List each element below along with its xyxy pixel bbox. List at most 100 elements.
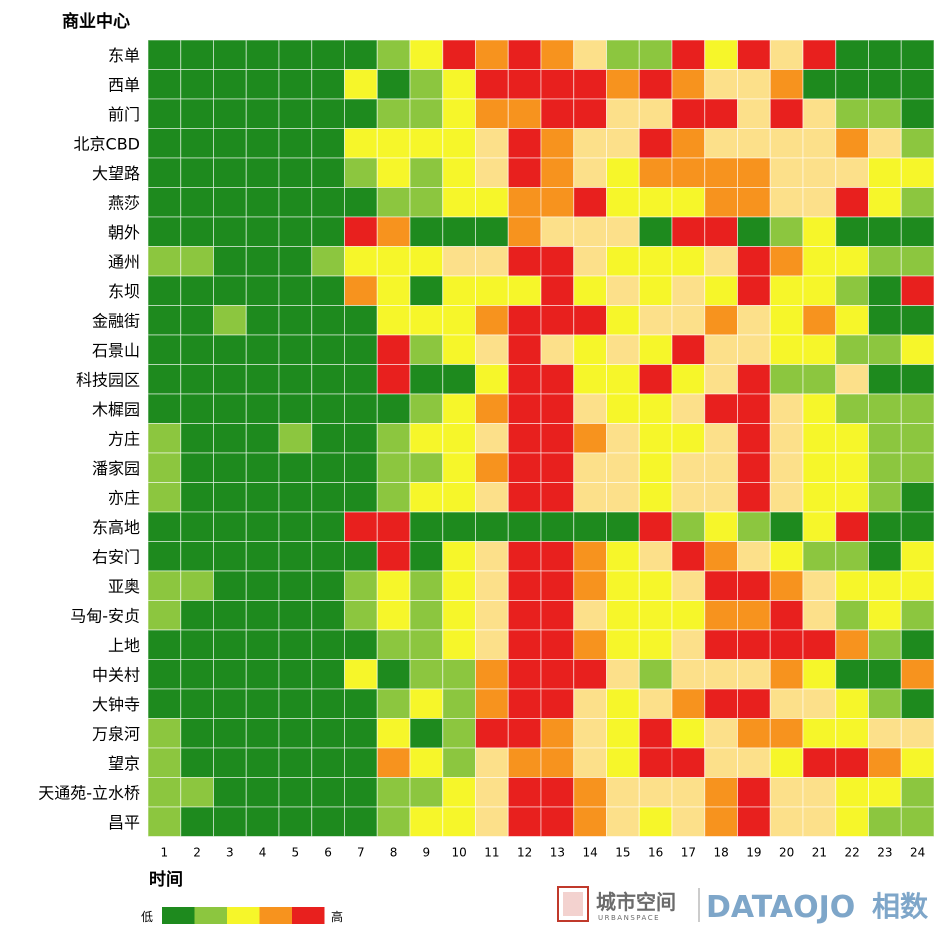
heatmap-cell bbox=[769, 452, 804, 483]
heatmap-cell bbox=[900, 128, 935, 159]
heatmap-cell bbox=[638, 806, 673, 837]
heatmap-cell bbox=[638, 187, 673, 218]
heatmap-cell bbox=[344, 423, 378, 454]
row-label: 前门 bbox=[108, 105, 140, 124]
heatmap-cell bbox=[573, 688, 607, 719]
heatmap-cell bbox=[147, 246, 182, 277]
heatmap-cell bbox=[540, 511, 575, 542]
column-label: 23 bbox=[877, 846, 892, 860]
heatmap-cell bbox=[769, 777, 804, 808]
heatmap-cell bbox=[278, 128, 313, 159]
heatmap-cell bbox=[147, 216, 182, 247]
heatmap-cell bbox=[442, 246, 476, 277]
heatmap-cell bbox=[900, 334, 935, 365]
heatmap-cell bbox=[507, 541, 542, 572]
heatmap-cell bbox=[344, 482, 378, 513]
heatmap-cell bbox=[376, 570, 411, 601]
column-label: 21 bbox=[812, 846, 827, 860]
heatmap-cell bbox=[311, 275, 345, 306]
heatmap-cell bbox=[344, 128, 378, 159]
heatmap-cell bbox=[147, 187, 182, 218]
heatmap-cell bbox=[638, 128, 673, 159]
heatmap-cell bbox=[540, 747, 575, 778]
heatmap-cell bbox=[573, 275, 607, 306]
heatmap-cell bbox=[213, 157, 247, 188]
heatmap-cell bbox=[147, 629, 182, 660]
heatmap-cell bbox=[180, 157, 214, 188]
heatmap-cell bbox=[638, 629, 673, 660]
heatmap-cell bbox=[311, 128, 345, 159]
heatmap-cell bbox=[376, 629, 411, 660]
heatmap-cell bbox=[344, 747, 378, 778]
heatmap-cell bbox=[900, 39, 935, 70]
heatmap-cell bbox=[147, 157, 182, 188]
heatmap-cell bbox=[802, 69, 837, 100]
heatmap-cell bbox=[606, 246, 640, 277]
heatmap-cell bbox=[344, 187, 378, 218]
heatmap-cell bbox=[737, 806, 771, 837]
heatmap-cell bbox=[540, 482, 575, 513]
heatmap-cell bbox=[704, 600, 738, 631]
heatmap-cell bbox=[147, 423, 182, 454]
heatmap-cell bbox=[573, 216, 607, 247]
heatmap-cell bbox=[638, 777, 673, 808]
heatmap-cell bbox=[540, 157, 575, 188]
heatmap-cell bbox=[344, 806, 378, 837]
heatmap-cell bbox=[737, 629, 771, 660]
heatmap-cell bbox=[704, 423, 738, 454]
heatmap-cell bbox=[442, 482, 476, 513]
heatmap-cell bbox=[573, 334, 607, 365]
heatmap-cell bbox=[376, 541, 411, 572]
heatmap-cell bbox=[769, 98, 804, 129]
heatmap-cell bbox=[835, 187, 869, 218]
heatmap-cell bbox=[409, 334, 444, 365]
row-label: 西单 bbox=[108, 75, 140, 94]
heatmap-cell bbox=[671, 452, 706, 483]
heatmap-cell bbox=[213, 600, 247, 631]
heatmap-cell bbox=[344, 541, 378, 572]
heatmap-cell bbox=[802, 393, 837, 424]
heatmap-cell bbox=[213, 806, 247, 837]
heatmap-cell bbox=[278, 659, 313, 690]
heatmap-cell bbox=[344, 511, 378, 542]
heatmap-cell bbox=[180, 364, 214, 395]
heatmap-cell bbox=[704, 482, 738, 513]
heatmap-cell bbox=[278, 511, 313, 542]
heatmap-cell bbox=[475, 216, 509, 247]
heatmap-cell bbox=[769, 806, 804, 837]
heatmap-cell bbox=[540, 541, 575, 572]
heatmap-cell bbox=[409, 364, 444, 395]
heatmap-cell bbox=[671, 629, 706, 660]
heatmap-cell bbox=[245, 777, 280, 808]
column-label: 5 bbox=[292, 846, 300, 860]
heatmap-cell bbox=[442, 747, 476, 778]
heatmap-cell bbox=[900, 482, 935, 513]
heatmap-cell bbox=[737, 39, 771, 70]
column-label: 3 bbox=[226, 846, 234, 860]
heatmap-cell bbox=[180, 747, 214, 778]
heatmap-cell bbox=[606, 452, 640, 483]
heatmap-cell bbox=[638, 305, 673, 336]
heatmap-cell bbox=[245, 511, 280, 542]
heatmap-cell bbox=[180, 777, 214, 808]
heatmap-cell bbox=[638, 718, 673, 749]
column-label: 15 bbox=[615, 846, 630, 860]
heatmap-cell bbox=[344, 246, 378, 277]
heatmap-cell bbox=[278, 334, 313, 365]
heatmap-cell bbox=[737, 216, 771, 247]
heatmap-cell bbox=[507, 157, 542, 188]
heatmap-cell bbox=[835, 98, 869, 129]
column-label: 9 bbox=[423, 846, 431, 860]
heatmap-cell bbox=[180, 305, 214, 336]
heatmap-cell bbox=[540, 128, 575, 159]
heatmap-cell bbox=[606, 423, 640, 454]
heatmap-cell bbox=[475, 659, 509, 690]
heatmap-cell bbox=[344, 452, 378, 483]
heatmap-cell bbox=[868, 659, 902, 690]
heatmap-cell bbox=[507, 718, 542, 749]
heatmap-cell bbox=[704, 305, 738, 336]
heatmap-cell bbox=[442, 806, 476, 837]
heatmap-cell bbox=[344, 157, 378, 188]
heatmap-cell bbox=[769, 305, 804, 336]
